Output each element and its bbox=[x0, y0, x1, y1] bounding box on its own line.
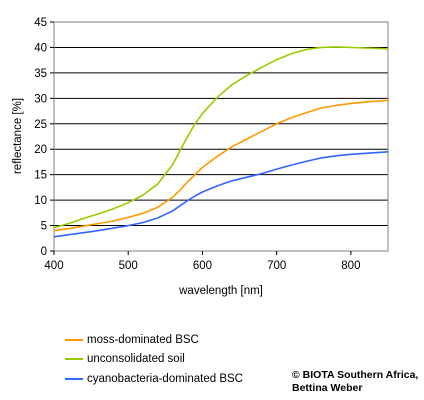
series-line-2 bbox=[53, 151, 389, 238]
plot-area bbox=[53, 21, 389, 252]
series-lines bbox=[53, 46, 389, 238]
y-tick-label: 10 bbox=[34, 195, 47, 207]
legend-label: cyanobacteria-dominated BSC bbox=[87, 372, 243, 385]
y-tick-label: 30 bbox=[34, 93, 47, 105]
legend: moss-dominated BSC unconsolidated soil c… bbox=[65, 330, 285, 389]
grid bbox=[54, 46, 388, 227]
x-tick-label: 400 bbox=[44, 260, 63, 272]
x-tick-label: 800 bbox=[341, 260, 360, 272]
x-axis-label: wavelength [nm] bbox=[178, 285, 263, 297]
x-tick-label: 700 bbox=[267, 260, 286, 272]
y-tick-label: 35 bbox=[34, 68, 47, 80]
y-tick-label: 25 bbox=[34, 119, 47, 131]
copyright-credit: © BIOTA Southern Africa, Bettina Weber bbox=[292, 369, 418, 395]
legend-label: unconsolidated soil bbox=[87, 353, 185, 366]
legend-item: moss-dominated BSC bbox=[65, 330, 285, 350]
legend-swatch-soil bbox=[65, 358, 83, 361]
tick-labels: 0 5 10 15 20 25 30 35 40 45 400 500 600 700 800 bbox=[34, 17, 360, 272]
y-tick-label: 20 bbox=[34, 144, 47, 156]
legend-label: moss-dominated BSC bbox=[87, 333, 199, 346]
y-tick-label: 40 bbox=[34, 42, 47, 54]
y-tick-label: 15 bbox=[34, 170, 47, 182]
x-tick-label: 500 bbox=[119, 260, 138, 272]
legend-item: unconsolidated soil bbox=[65, 350, 285, 370]
legend-swatch-moss bbox=[65, 338, 83, 341]
legend-swatch-cyano bbox=[65, 377, 83, 380]
x-tick-label: 600 bbox=[193, 260, 212, 272]
y-tick-label: 0 bbox=[41, 246, 47, 258]
legend-item: cyanobacteria-dominated BSC bbox=[65, 369, 285, 389]
series-line-1 bbox=[53, 46, 389, 229]
y-axis-label: reflectance [%] bbox=[12, 98, 24, 174]
y-tick-label: 45 bbox=[34, 17, 47, 29]
credit-line-1: © BIOTA Southern Africa, bbox=[292, 369, 419, 381]
series-line-0 bbox=[53, 99, 389, 232]
y-tick-label: 5 bbox=[41, 221, 47, 233]
credit-line-2: Bettina Weber bbox=[292, 382, 363, 394]
